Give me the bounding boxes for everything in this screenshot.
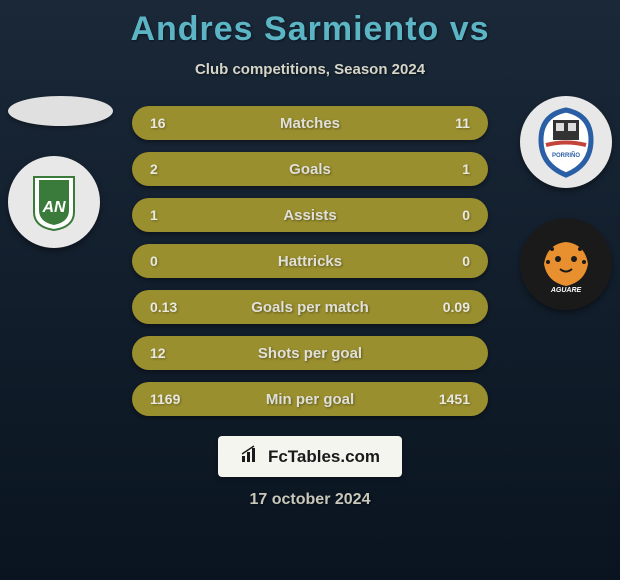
stat-right-value: 0 [430, 207, 470, 223]
svg-text:PORRIÑO: PORRIÑO [552, 152, 580, 159]
stat-label: Matches [280, 115, 340, 132]
right-team-logos: PORRIÑO AGUARE [520, 96, 612, 310]
stat-label: Assists [283, 207, 336, 224]
stat-label: Goals per match [251, 299, 369, 316]
stat-label: Goals [289, 161, 331, 178]
stat-right-value: 0.09 [430, 299, 470, 315]
stat-left-value: 16 [150, 115, 190, 131]
stat-left-value: 1169 [150, 391, 190, 407]
stat-right-value: 1451 [430, 391, 470, 407]
stats-list: 16 Matches 11 2 Goals 1 1 Assists 0 0 Ha… [132, 106, 488, 416]
jaguares-logo-icon: AGUARE [520, 218, 612, 310]
stat-row-goals: 2 Goals 1 [132, 152, 488, 186]
svg-text:AGUARE: AGUARE [550, 287, 582, 294]
stat-row-goals-per-match: 0.13 Goals per match 0.09 [132, 290, 488, 324]
stat-label: Min per goal [266, 391, 354, 408]
page-title: Andres Sarmiento vs [130, 10, 489, 49]
stat-left-value: 1 [150, 207, 190, 223]
stat-row-min-per-goal: 1169 Min per goal 1451 [132, 382, 488, 416]
footer: FcTables.com 17 october 2024 [218, 436, 402, 509]
page-subtitle: Club competitions, Season 2024 [195, 61, 425, 78]
porrino-logo-icon: PORRIÑO [520, 96, 612, 188]
stat-left-value: 0 [150, 253, 190, 269]
brand-label: FcTables.com [268, 447, 380, 467]
stat-label: Shots per goal [258, 345, 362, 362]
ellipse-logo-icon [8, 96, 113, 126]
stat-label: Hattricks [278, 253, 342, 270]
stat-left-value: 0.13 [150, 299, 190, 315]
stat-right-value: 11 [430, 115, 470, 131]
brand-badge[interactable]: FcTables.com [218, 436, 402, 477]
svg-text:AN: AN [41, 199, 66, 216]
stat-right-value: 1 [430, 161, 470, 177]
stat-row-shots-per-goal: 12 Shots per goal [132, 336, 488, 370]
chart-icon [240, 444, 260, 469]
left-team-logos: AN [8, 96, 113, 248]
atletico-nacional-logo-icon: AN [8, 156, 100, 248]
comparison-area: AN 16 Matches 11 2 Goals 1 1 Assists 0 0 [0, 106, 620, 416]
date-label: 17 october 2024 [250, 491, 371, 509]
stat-right-value: 0 [430, 253, 470, 269]
stat-left-value: 12 [150, 345, 190, 361]
stat-row-assists: 1 Assists 0 [132, 198, 488, 232]
stat-row-hattricks: 0 Hattricks 0 [132, 244, 488, 278]
stat-row-matches: 16 Matches 11 [132, 106, 488, 140]
stat-left-value: 2 [150, 161, 190, 177]
